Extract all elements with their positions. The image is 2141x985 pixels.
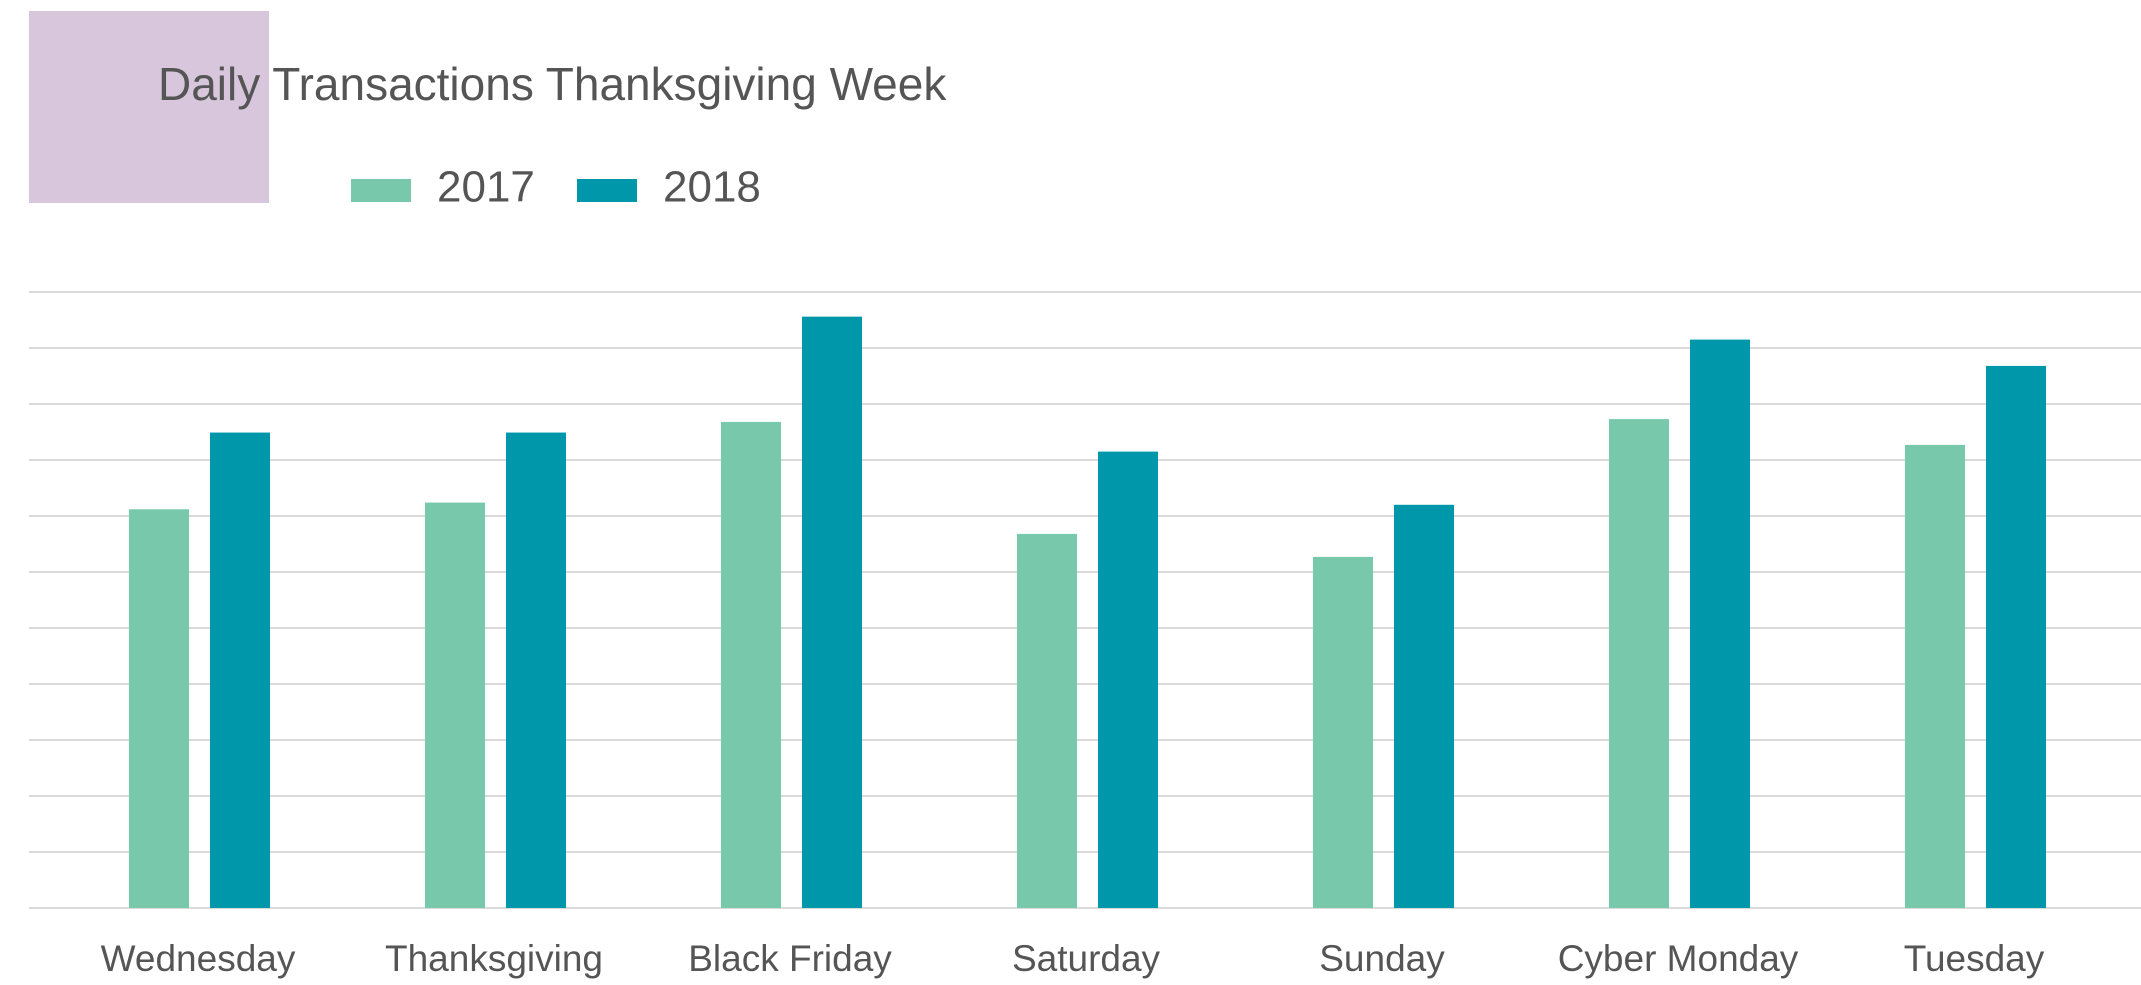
legend-swatch [577, 179, 637, 202]
bar [1017, 533, 1077, 908]
bar [506, 432, 566, 908]
x-tick-label: Tuesday [1904, 938, 2045, 979]
x-tick-label: Black Friday [688, 938, 892, 979]
bar [210, 432, 270, 908]
bar [1313, 556, 1373, 908]
legend-label: 2017 [437, 163, 535, 212]
bar [425, 502, 485, 908]
decoration [29, 11, 269, 203]
bar [1905, 444, 1965, 908]
legend-label: 2018 [663, 163, 761, 212]
bar [1609, 419, 1669, 908]
bar [129, 509, 189, 908]
x-tick-label: Saturday [1012, 938, 1161, 979]
x-tick-label: Thanksgiving [385, 938, 603, 979]
bar [1986, 365, 2046, 908]
bar [802, 316, 862, 908]
bar [1394, 504, 1454, 908]
x-tick-label: Cyber Monday [1558, 938, 1799, 979]
bar [721, 421, 781, 908]
x-tick-label: Sunday [1319, 938, 1445, 979]
bar [1098, 451, 1158, 908]
legend-swatch [351, 179, 411, 202]
bar [1690, 339, 1750, 909]
chart-title: Daily Transactions Thanksgiving Week [158, 58, 947, 110]
x-tick-label: Wednesday [101, 938, 296, 979]
